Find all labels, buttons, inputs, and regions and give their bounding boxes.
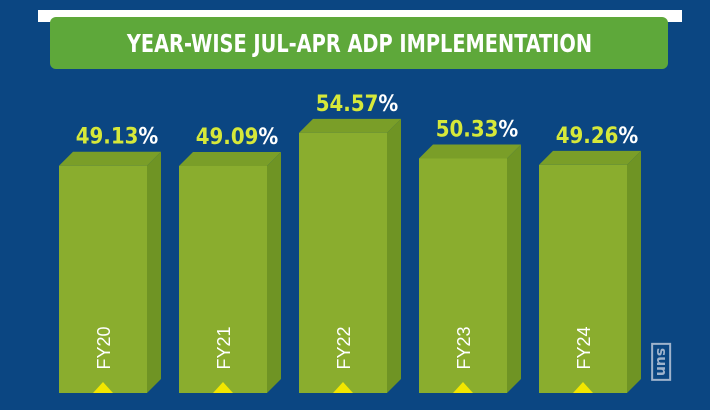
- category-label: FY24: [574, 326, 594, 369]
- bar-top-FY22: [299, 118, 401, 133]
- category-label: FY22: [334, 326, 354, 369]
- category-label: FY23: [454, 326, 474, 369]
- bar-side-FY22: [387, 118, 401, 393]
- bar-FY22: [299, 132, 387, 394]
- bar-top-FY21: [179, 151, 281, 166]
- watermark-logo: sun: [651, 342, 672, 382]
- bar-FY20: [59, 165, 147, 393]
- triangle-marker-icon: [93, 382, 113, 393]
- bar-FY21: [179, 165, 267, 393]
- bar-top-FY24: [539, 150, 641, 165]
- bar-side-FY24: [627, 150, 641, 393]
- value-label: 50.33%: [436, 117, 519, 142]
- triangle-marker-icon: [453, 382, 473, 393]
- category-label: FY21: [214, 326, 234, 369]
- chart-title: YEAR-WISE JUL-APR ADP IMPLEMENTATION: [126, 28, 592, 58]
- bar-top-FY20: [59, 151, 161, 166]
- value-label: 49.26%: [556, 124, 639, 149]
- bar-FY23: [419, 158, 507, 393]
- triangle-marker-icon: [573, 382, 593, 393]
- value-label: 54.57%: [316, 92, 399, 117]
- triangle-marker-icon: [333, 382, 353, 393]
- bar-top-FY23: [419, 144, 521, 159]
- category-label: FY20: [94, 326, 114, 369]
- bar-side-FY23: [507, 144, 521, 393]
- value-label: 49.13%: [76, 125, 159, 150]
- bar-FY24: [539, 164, 627, 393]
- triangle-marker-icon: [213, 382, 233, 393]
- title-banner: YEAR-WISE JUL-APR ADP IMPLEMENTATION: [50, 17, 668, 69]
- value-label: 49.09%: [196, 125, 279, 150]
- bar-side-FY21: [267, 151, 281, 393]
- bar-side-FY20: [147, 151, 161, 393]
